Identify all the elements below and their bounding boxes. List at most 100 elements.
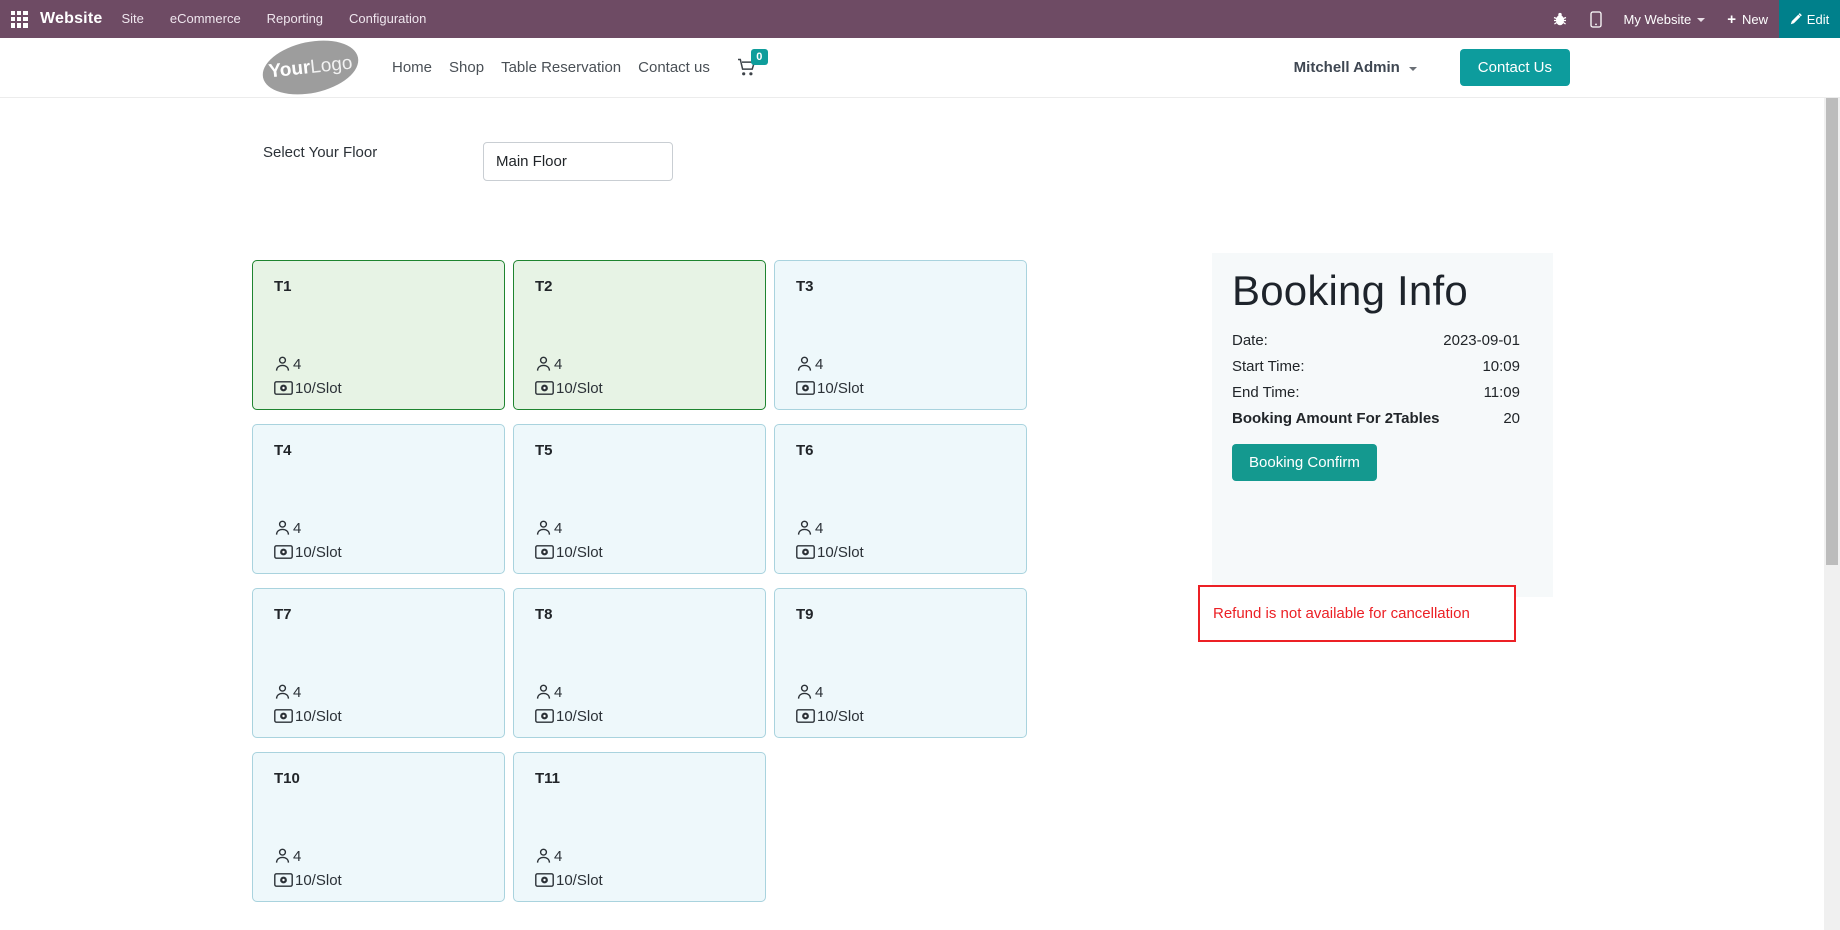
- pencil-icon: [1790, 13, 1802, 25]
- table-price-row: 10/Slot: [274, 704, 483, 728]
- backend-menu-ecommerce[interactable]: eCommerce: [169, 11, 241, 26]
- contact-us-button[interactable]: Contact Us: [1459, 49, 1570, 86]
- backend-menu-configuration[interactable]: Configuration: [349, 11, 427, 26]
- person-icon: [797, 356, 812, 371]
- table-price: 10/Slot: [556, 871, 603, 889]
- table-price-row: 10/Slot: [535, 704, 744, 728]
- table-card-t2[interactable]: T2 4 10/Slot: [513, 260, 766, 410]
- table-name: T6: [796, 442, 814, 459]
- refund-notice-text: Refund is not available for cancellation: [1213, 605, 1470, 622]
- plus-icon: +: [1727, 10, 1736, 28]
- table-seats-row: 4: [796, 516, 1005, 540]
- person-icon: [536, 684, 551, 699]
- booking-end-label: End Time:: [1232, 384, 1300, 401]
- table-seats-row: 4: [274, 680, 483, 704]
- person-icon: [275, 356, 290, 371]
- booking-start-value: 10:09: [1482, 358, 1520, 375]
- table-card-t7[interactable]: T7 4 10/Slot: [252, 588, 505, 738]
- caret-down-icon: [1697, 18, 1706, 22]
- money-icon: [274, 381, 293, 395]
- floor-select[interactable]: Main Floor: [483, 142, 673, 181]
- booking-row-amount: Booking Amount For 2Tables 20: [1232, 406, 1520, 432]
- money-icon: [274, 873, 293, 887]
- nav-home[interactable]: Home: [392, 59, 433, 76]
- debug-bug-icon[interactable]: [1541, 11, 1579, 27]
- new-button[interactable]: + New: [1716, 12, 1779, 27]
- apps-grid-icon: [10, 10, 28, 28]
- person-icon: [275, 684, 290, 699]
- apps-menu-icon[interactable]: [0, 0, 38, 38]
- person-icon: [275, 520, 290, 535]
- person-icon: [275, 848, 290, 863]
- table-price: 10/Slot: [295, 871, 342, 889]
- nav-table-reservation[interactable]: Table Reservation: [501, 59, 622, 76]
- table-name: T9: [796, 606, 814, 623]
- table-card-t1[interactable]: T1 4 10/Slot: [252, 260, 505, 410]
- cart-button[interactable]: 0: [737, 49, 768, 77]
- table-card-t3[interactable]: T3 4 10/Slot: [774, 260, 1027, 410]
- table-card-t8[interactable]: T8 4 10/Slot: [513, 588, 766, 738]
- booking-amount-value: 20: [1503, 410, 1520, 427]
- booking-info-panel: Booking Info Date: 2023-09-01 Start Time…: [1212, 253, 1553, 597]
- edit-button-label: Edit: [1806, 11, 1830, 27]
- table-card-t10[interactable]: T10 4 10/Slot: [252, 752, 505, 902]
- table-price: 10/Slot: [295, 543, 342, 561]
- user-name: Mitchell Admin: [1293, 59, 1400, 76]
- money-icon: [274, 709, 293, 723]
- backend-menu-site[interactable]: Site: [121, 11, 144, 26]
- money-icon: [535, 545, 554, 559]
- table-price-row: 10/Slot: [274, 376, 483, 400]
- table-seats: 4: [293, 519, 302, 537]
- table-seats: 4: [554, 355, 563, 373]
- page-scrollbar[interactable]: [1824, 38, 1840, 930]
- website-switcher[interactable]: My Website: [1613, 12, 1717, 27]
- table-name: T3: [796, 278, 814, 295]
- scrollbar-thumb[interactable]: [1826, 53, 1838, 565]
- money-icon: [535, 873, 554, 887]
- booking-row-date: Date: 2023-09-01: [1232, 328, 1520, 354]
- cart-count-badge: 0: [750, 49, 768, 65]
- table-card-t11[interactable]: T11 4 10/Slot: [513, 752, 766, 902]
- table-name: T1: [274, 278, 292, 295]
- site-logo[interactable]: Your Logo: [257, 32, 364, 103]
- table-seats-row: 4: [274, 352, 483, 376]
- nav-shop[interactable]: Shop: [449, 59, 485, 76]
- booking-confirm-button[interactable]: Booking Confirm: [1232, 444, 1377, 481]
- table-seats-row: 4: [535, 844, 744, 868]
- table-seats-row: 4: [274, 516, 483, 540]
- table-seats: 4: [554, 683, 563, 701]
- mobile-preview-icon[interactable]: [1579, 10, 1613, 28]
- table-card-t9[interactable]: T9 4 10/Slot: [774, 588, 1027, 738]
- booking-amount-label: Booking Amount For 2Tables: [1232, 410, 1440, 427]
- table-seats-row: 4: [535, 352, 744, 376]
- nav-contact-us[interactable]: Contact us: [638, 59, 710, 76]
- table-seats-row: 4: [796, 680, 1005, 704]
- table-seats: 4: [293, 847, 302, 865]
- table-card-t5[interactable]: T5 4 10/Slot: [513, 424, 766, 574]
- new-button-label: New: [1741, 11, 1768, 27]
- table-name: T5: [535, 442, 553, 459]
- table-card-t6[interactable]: T6 4 10/Slot: [774, 424, 1027, 574]
- table-seats-row: 4: [535, 680, 744, 704]
- user-menu[interactable]: Mitchell Admin: [1294, 59, 1417, 76]
- table-price-row: 10/Slot: [274, 540, 483, 564]
- backend-app-name[interactable]: Website: [40, 10, 103, 27]
- edit-button[interactable]: Edit: [1779, 0, 1840, 38]
- logo-text-your: Your: [267, 56, 312, 82]
- table-seats: 4: [815, 683, 824, 701]
- tables-grid: T1 4 10/Slot T2 4: [252, 260, 1028, 902]
- table-price-row: 10/Slot: [535, 376, 744, 400]
- table-seats: 4: [554, 519, 563, 537]
- refund-notice: Refund is not available for cancellation: [1198, 585, 1516, 642]
- table-price-row: 10/Slot: [796, 540, 1005, 564]
- table-name: T8: [535, 606, 553, 623]
- booking-date-label: Date:: [1232, 332, 1268, 349]
- table-name: T4: [274, 442, 292, 459]
- table-price: 10/Slot: [817, 379, 864, 397]
- money-icon: [796, 709, 815, 723]
- person-icon: [797, 684, 812, 699]
- table-price: 10/Slot: [817, 543, 864, 561]
- backend-menu-reporting[interactable]: Reporting: [266, 11, 324, 26]
- table-price-row: 10/Slot: [796, 704, 1005, 728]
- table-card-t4[interactable]: T4 4 10/Slot: [252, 424, 505, 574]
